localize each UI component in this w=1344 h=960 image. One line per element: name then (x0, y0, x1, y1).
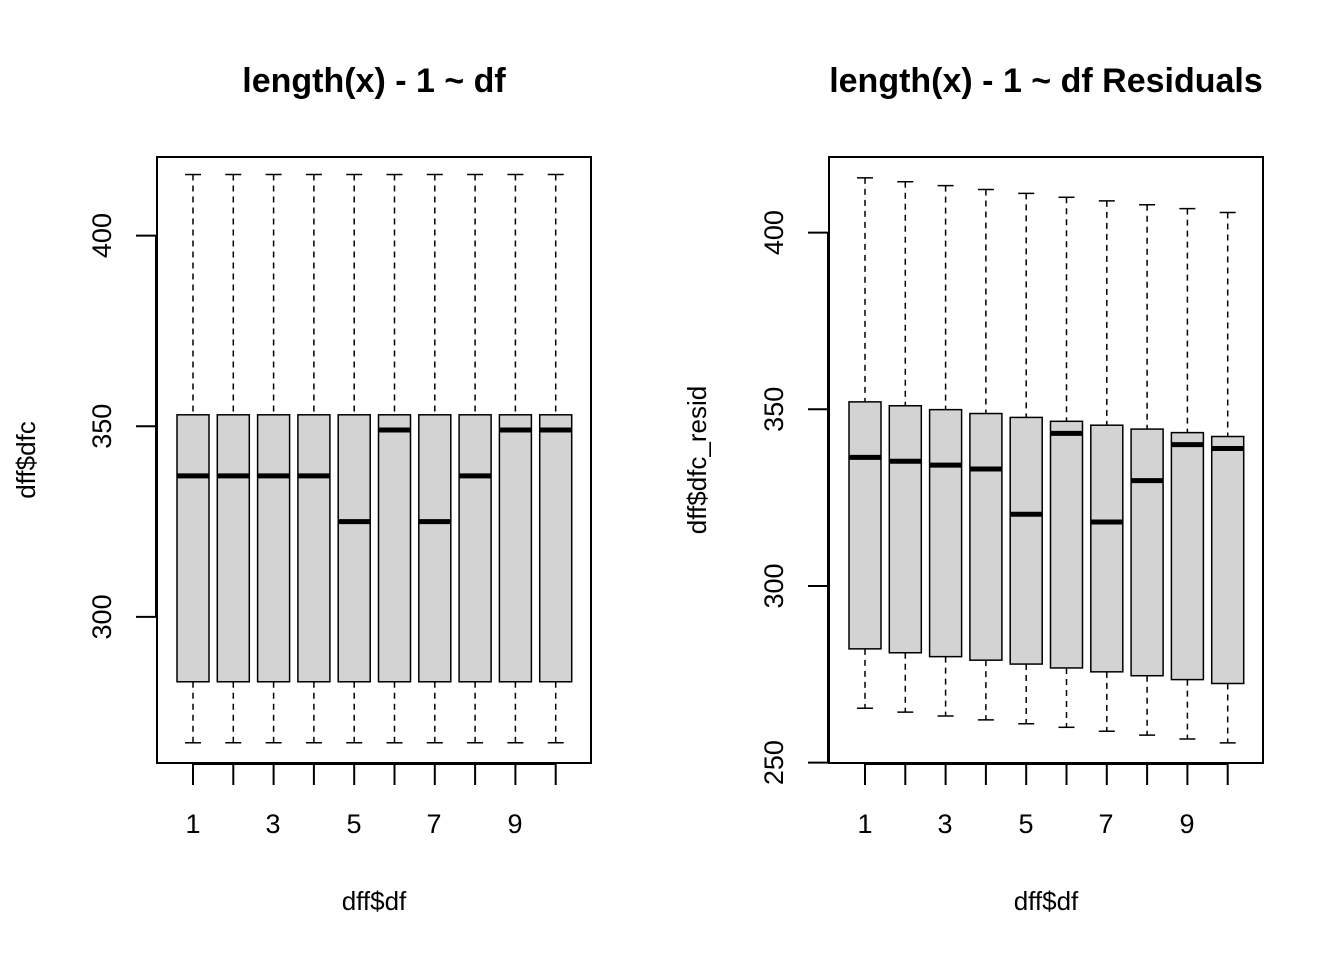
x-tick-label: 1 (185, 809, 200, 839)
y-tick-label: 250 (759, 740, 789, 785)
box-body (1009, 416, 1043, 665)
box-9 (1170, 207, 1205, 740)
box-8 (458, 173, 492, 744)
box-7 (1090, 200, 1124, 732)
box-body (216, 414, 251, 683)
box-6 (1049, 196, 1084, 729)
box-body (538, 414, 573, 683)
y-tick-label: 400 (759, 210, 789, 255)
box-body (256, 414, 291, 683)
box-5 (1009, 192, 1043, 725)
y-tick-label: 300 (87, 594, 117, 639)
x-tick-label: 7 (1098, 809, 1113, 839)
y-tick-label: 400 (87, 213, 117, 258)
box-2 (216, 173, 251, 744)
box-body (377, 414, 412, 683)
x-tick-label: 3 (265, 809, 280, 839)
box-body (337, 414, 371, 683)
box-10 (1210, 211, 1245, 744)
box-body (1049, 420, 1084, 669)
y-axis (808, 231, 829, 764)
y-tick-label: 350 (759, 387, 789, 432)
x-axis-label: dff$df (342, 886, 407, 916)
box-body (888, 405, 923, 654)
box-4 (969, 188, 1003, 721)
box-body (1130, 428, 1164, 677)
panel-left: length(x) - 1 ~ df 1 3 5 7 9 300 350 400… (11, 62, 592, 916)
y-tick-label: 350 (87, 404, 117, 449)
box-body (297, 414, 331, 683)
box-body (848, 401, 882, 650)
y-axis-label: dff$dfc_resid (682, 386, 712, 534)
box-body (176, 414, 210, 683)
x-tick-label: 5 (1018, 809, 1033, 839)
box-8 (1130, 203, 1164, 736)
box-body (498, 414, 533, 683)
x-tick-label: 9 (1179, 809, 1194, 839)
x-tick-labels: 1 3 5 7 9 (185, 809, 522, 839)
x-ticks (192, 763, 557, 785)
box-9 (498, 173, 533, 744)
box-7 (418, 173, 452, 744)
y-tick-labels: 250 300 350 400 (759, 210, 789, 785)
box-body (418, 414, 452, 683)
box-4 (297, 173, 331, 744)
x-ticks (864, 763, 1229, 785)
x-tick-label: 5 (346, 809, 361, 839)
y-axis (136, 234, 157, 618)
x-tick-label: 1 (857, 809, 872, 839)
panel-right: length(x) - 1 ~ df Residuals 1 3 5 7 9 2… (682, 62, 1264, 916)
box-5 (337, 173, 371, 744)
box-body (1210, 435, 1245, 685)
box-body (1170, 431, 1205, 681)
x-tick-label: 9 (507, 809, 522, 839)
x-tick-labels: 1 3 5 7 9 (857, 809, 1194, 839)
x-tick-label: 7 (426, 809, 441, 839)
y-axis-label: dff$dfc (11, 421, 41, 499)
x-axis-label: dff$df (1014, 886, 1079, 916)
box-10 (538, 173, 573, 744)
y-tick-labels: 300 350 400 (87, 213, 117, 639)
box-2 (888, 180, 923, 713)
chart-title: length(x) - 1 ~ df Residuals (829, 62, 1263, 100)
chart-title: length(x) - 1 ~ df (242, 62, 506, 100)
box-body (458, 414, 492, 683)
boxes (848, 177, 1245, 744)
y-tick-label: 300 (759, 563, 789, 608)
box-3 (928, 184, 963, 717)
boxes (176, 173, 573, 744)
x-tick-label: 3 (937, 809, 952, 839)
box-body (1090, 424, 1124, 673)
box-1 (848, 177, 882, 709)
box-6 (377, 173, 412, 744)
box-1 (176, 173, 210, 744)
box-3 (256, 173, 291, 744)
box-body (969, 412, 1003, 661)
box-body (928, 408, 963, 658)
